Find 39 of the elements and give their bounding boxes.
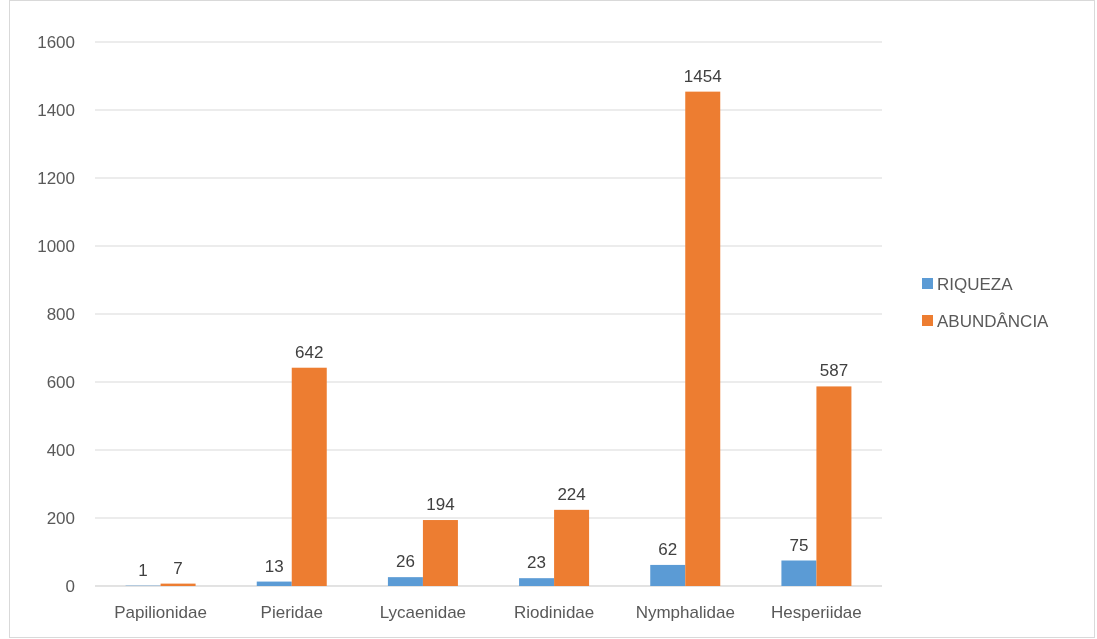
bar <box>650 564 686 586</box>
x-tick-label: Nymphalidae <box>635 603 735 622</box>
data-label: 224 <box>557 484 586 504</box>
y-tick-label: 200 <box>46 508 75 528</box>
y-tick-label: 1600 <box>37 32 75 52</box>
bar <box>519 578 555 586</box>
x-tick-label: Hesperiidae <box>771 603 862 622</box>
y-tick-label: 400 <box>46 440 75 460</box>
bar <box>387 577 423 586</box>
bar <box>554 509 590 586</box>
x-tick-label: Riodinidae <box>513 603 595 622</box>
data-label: 587 <box>819 361 849 381</box>
legend-label: RIQUEZA <box>937 274 1014 294</box>
y-tick-label: 1000 <box>37 236 75 256</box>
y-tick-label: 800 <box>46 304 75 324</box>
bar <box>816 386 852 586</box>
bar <box>256 581 292 586</box>
data-label: 7 <box>173 558 183 578</box>
data-label: 13 <box>264 556 284 576</box>
bar <box>685 91 721 586</box>
y-tick-label: 600 <box>46 372 75 392</box>
data-label: 75 <box>789 535 809 555</box>
data-label: 62 <box>658 539 678 559</box>
x-tick-label: Papilionidae <box>114 603 207 622</box>
bar <box>291 367 327 586</box>
data-label: 194 <box>426 495 455 515</box>
legend-label: ABUNDÂNCIA <box>937 311 1050 331</box>
data-label: 1454 <box>683 66 722 86</box>
y-tick-label: 1200 <box>37 168 75 188</box>
x-tick-label: Lycaenidae <box>379 603 467 622</box>
data-label: 26 <box>395 552 415 572</box>
data-label: 642 <box>295 342 324 362</box>
data-label: 1 <box>138 560 148 580</box>
y-tick-label: 0 <box>65 576 75 596</box>
y-tick-label: 1400 <box>37 100 75 120</box>
data-label: 23 <box>527 553 547 573</box>
bar <box>422 520 458 586</box>
x-tick-label: Pieridae <box>260 603 323 622</box>
bar <box>781 560 817 586</box>
